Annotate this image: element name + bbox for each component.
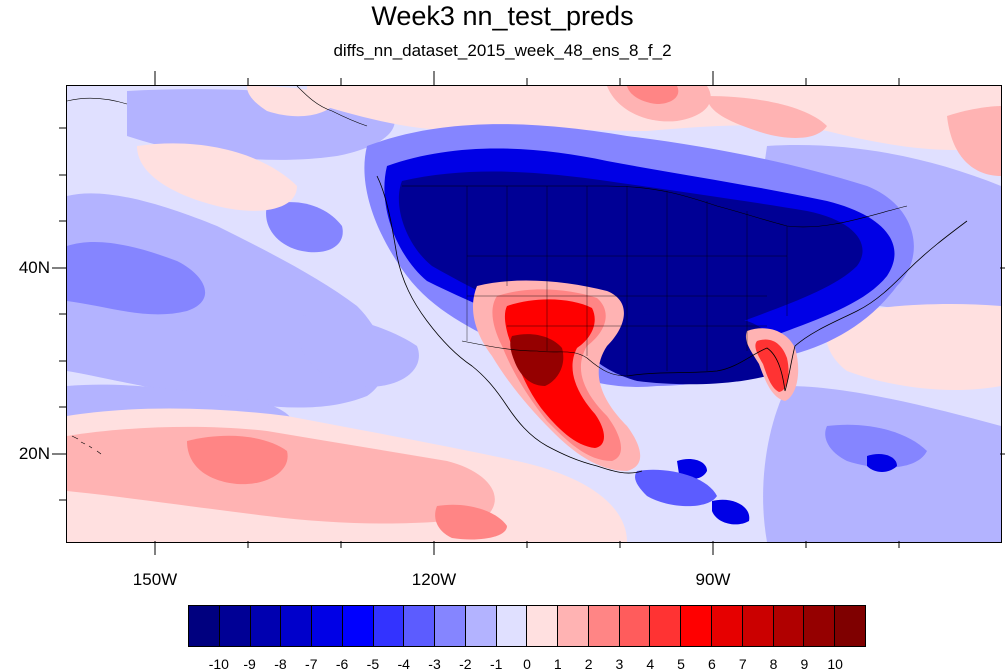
colorbar-tick-label: 1 <box>553 656 562 672</box>
country-border-us-canada <box>402 185 908 228</box>
state-lines <box>466 186 788 376</box>
colorbar-tick-label: 9 <box>800 656 809 672</box>
field-east-light-red <box>947 106 1001 176</box>
colorbar-swatch <box>773 606 805 646</box>
field-caribbean-blob-3 <box>712 499 750 525</box>
colorbar-tick-label: -3 <box>428 656 441 672</box>
colorbar-tick-label: -6 <box>335 656 349 672</box>
map-subtitle: diffs_nn_dataset_2015_week_48_ens_8_f_2 <box>333 41 672 60</box>
colorbar-swatch <box>435 606 466 646</box>
field-caribbean-blob-4 <box>635 469 717 507</box>
colorbar-tick-label: -5 <box>366 656 380 672</box>
country-border-us-mexico <box>461 340 628 377</box>
colorbar-swatch <box>250 606 282 646</box>
colorbar <box>188 605 866 647</box>
colorbar-tick-label: 5 <box>677 656 685 672</box>
colorbar-tick-label: 2 <box>584 656 593 672</box>
colorbar-tick-label: 7 <box>738 656 747 672</box>
colorbar-tick-label: -8 <box>274 656 287 672</box>
colorbar-swatch <box>650 606 682 646</box>
lon-label-120w: 120W <box>411 570 457 589</box>
colorbar-swatch <box>558 606 589 646</box>
colorbar-swatch <box>588 606 620 646</box>
colorbar-swatch <box>804 606 836 646</box>
field-caribbean-blob-2 <box>867 454 897 472</box>
field-atlantic-mid-blue-south <box>825 424 927 468</box>
colorbar-tick-label: -2 <box>459 656 472 672</box>
colorbar-tick-label: -7 <box>305 656 318 672</box>
colorbar-swatch <box>219 606 251 646</box>
colorbar-tick-label: 3 <box>615 656 624 672</box>
colorbar-tick-label: 8 <box>769 656 778 672</box>
field-south-mid-red-2 <box>435 504 507 540</box>
alaska-coast <box>67 86 368 127</box>
colorbar-tick-label: 6 <box>708 656 716 672</box>
field-florida-red <box>755 339 789 392</box>
colorbar-tick-label: -4 <box>397 656 410 672</box>
field-sw-deep-red <box>510 334 564 386</box>
colorbar-swatch <box>496 606 528 646</box>
colorbar-tick-label: -10 <box>208 656 229 672</box>
field-pacific-blue-center <box>296 315 419 387</box>
colorbar-swatch <box>281 606 313 646</box>
field-pacific-mid-blue-west <box>67 241 206 315</box>
field-caribbean-blob-1 <box>677 459 707 479</box>
colorbar-swatch <box>742 606 774 646</box>
field-south-mid-red <box>187 435 288 485</box>
coastline-gulf <box>626 220 968 392</box>
colorbar-tick-label: -1 <box>489 656 503 672</box>
colorbar-swatch <box>465 606 497 646</box>
colorbar-swatch <box>681 606 713 646</box>
lon-label-90w: 90W <box>695 570 731 589</box>
colorbar-tick-label: 0 <box>523 656 531 672</box>
colorbar-swatch <box>527 606 559 646</box>
colorbar-swatch <box>312 606 343 646</box>
field-south-light-red <box>67 426 495 524</box>
field-pacific-mid-blue-2 <box>266 202 343 253</box>
colorbar-swatch <box>712 606 743 646</box>
hawaii-islands <box>71 435 102 455</box>
lon-label-150w: 150W <box>132 570 178 589</box>
field-south-us-deep-blue <box>577 314 776 385</box>
colorbar-tick-label: 4 <box>646 656 655 672</box>
colorbar-swatch <box>404 606 436 646</box>
field-pacific-pale-red-north <box>137 143 297 211</box>
colorbar-swatch <box>835 606 865 646</box>
colorbar-tick-label: -9 <box>243 656 256 672</box>
colorbar-swatch <box>189 606 220 646</box>
coastline-west <box>376 175 643 474</box>
colorbar-swatch <box>619 606 651 646</box>
colorbar-swatch <box>373 606 405 646</box>
colorbar-tick-label: 10 <box>827 656 843 672</box>
map-title: Week3 nn_test_preds <box>371 1 634 31</box>
lat-label-20n: 20N <box>18 444 50 463</box>
field-atlantic-pink <box>825 304 1001 391</box>
field-northeast-light-red <box>707 96 827 138</box>
field-north-mid-red <box>627 86 679 104</box>
map-field-svg <box>67 86 1001 542</box>
colorbar-swatch <box>342 606 374 646</box>
lat-label-40n: 40N <box>18 258 50 277</box>
map-plot-area <box>67 86 1001 542</box>
